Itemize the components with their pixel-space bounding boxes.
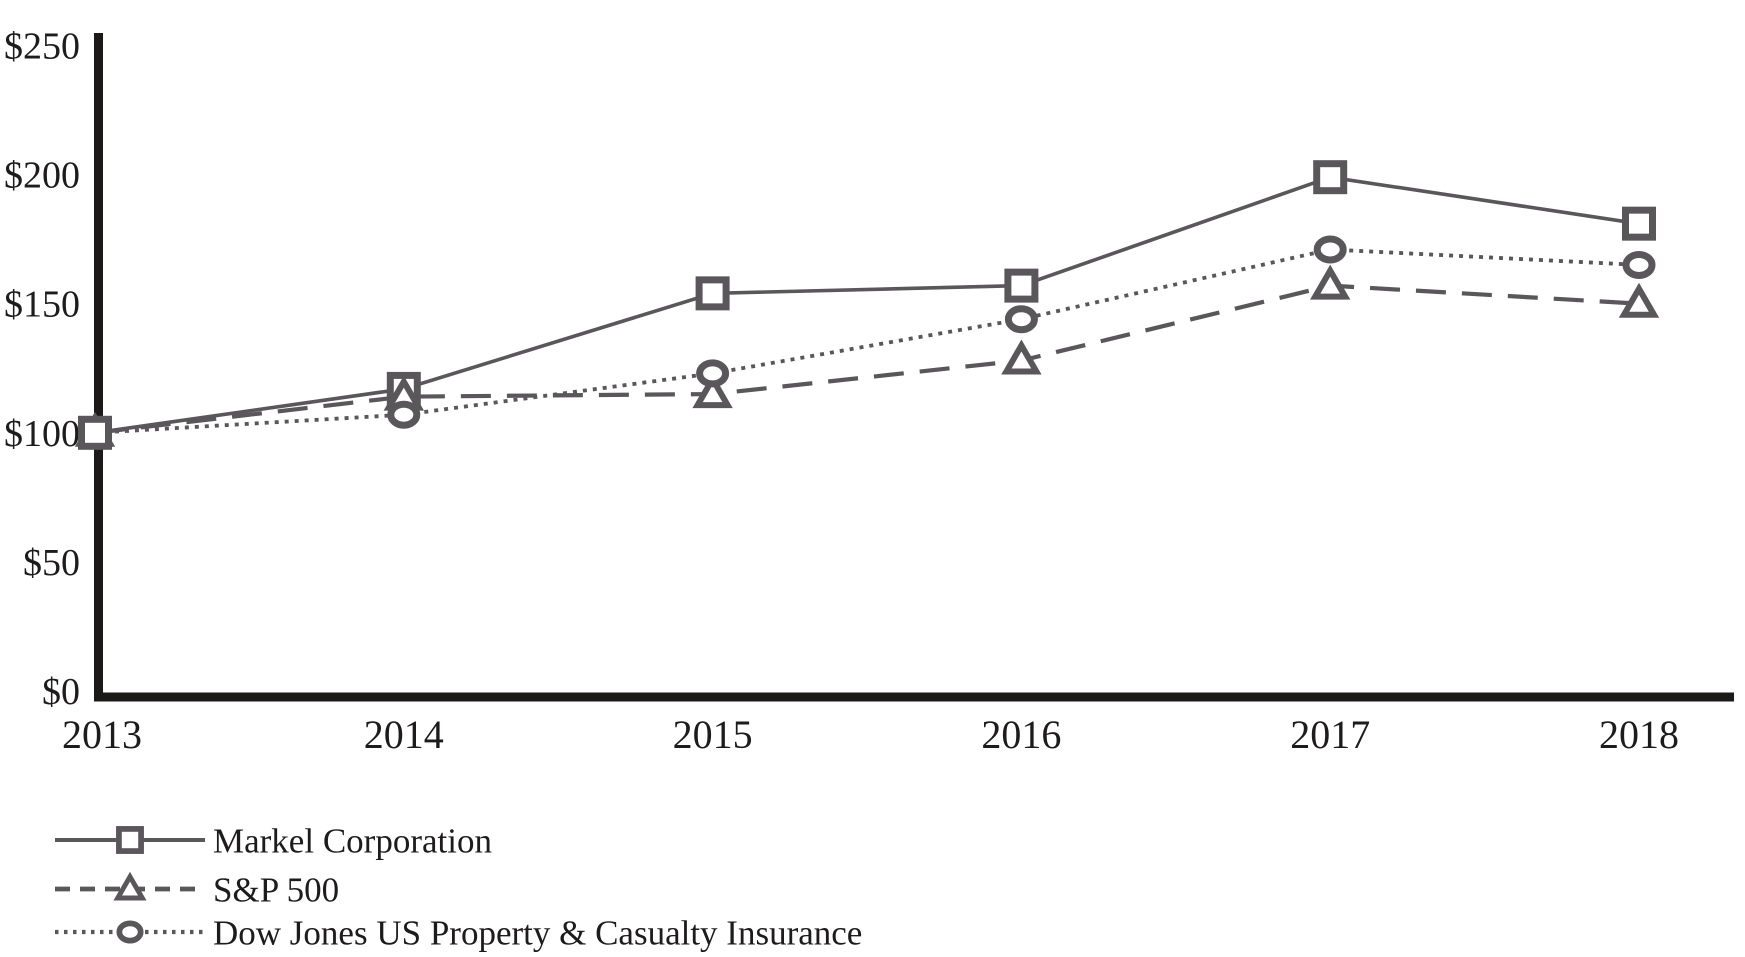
x-tick-label: 2016 bbox=[981, 712, 1061, 757]
triangle-marker-icon bbox=[1310, 264, 1351, 300]
legend-label: S&P 500 bbox=[213, 871, 339, 910]
legend-item: S&P 500 bbox=[55, 871, 339, 910]
circle-marker-icon bbox=[1622, 250, 1656, 279]
circle-marker-icon bbox=[1004, 305, 1038, 334]
square-marker-icon bbox=[1004, 268, 1039, 303]
square-marker-icon bbox=[695, 276, 730, 311]
legend-item: Markel Corporation bbox=[55, 822, 492, 861]
square-marker-icon bbox=[1313, 160, 1348, 195]
square-marker-icon bbox=[1622, 206, 1656, 241]
square-marker-icon bbox=[116, 826, 144, 854]
legend-item: Dow Jones US Property & Casualty Insuran… bbox=[55, 914, 862, 953]
y-tick-label: $50 bbox=[23, 542, 80, 584]
legend-label: Dow Jones US Property & Casualty Insuran… bbox=[213, 914, 862, 953]
triangle-marker-icon bbox=[1618, 282, 1660, 318]
square-marker-icon bbox=[78, 415, 112, 450]
series-line-square bbox=[94, 175, 1640, 435]
circle-marker-icon bbox=[116, 920, 144, 944]
circle-marker-icon bbox=[696, 359, 730, 388]
x-tick-label: 2017 bbox=[1290, 712, 1370, 757]
series-line-circle bbox=[94, 247, 1640, 435]
y-tick-label: $250 bbox=[4, 26, 80, 68]
y-tick-label: $0 bbox=[42, 671, 80, 713]
x-tick-label: 2013 bbox=[62, 712, 142, 757]
triangle-marker-icon bbox=[113, 871, 147, 901]
y-tick-label: $150 bbox=[4, 284, 80, 326]
legend-label: Markel Corporation bbox=[213, 822, 492, 861]
legend: Markel Corporation S&P 500 Dow Jones US Pr… bbox=[55, 822, 862, 953]
series-line-triangle bbox=[94, 283, 1640, 435]
x-tick-label: 2015 bbox=[673, 712, 753, 757]
y-tick-label: $100 bbox=[4, 413, 80, 455]
x-tick-label: 2018 bbox=[1599, 712, 1679, 757]
x-tick-label: 2014 bbox=[364, 712, 444, 757]
circle-marker-icon bbox=[1313, 235, 1347, 264]
triangle-marker-icon bbox=[1001, 339, 1042, 375]
y-tick-label: $200 bbox=[4, 155, 80, 197]
triangle-marker-icon bbox=[692, 373, 733, 409]
circle-marker-icon bbox=[387, 400, 421, 429]
